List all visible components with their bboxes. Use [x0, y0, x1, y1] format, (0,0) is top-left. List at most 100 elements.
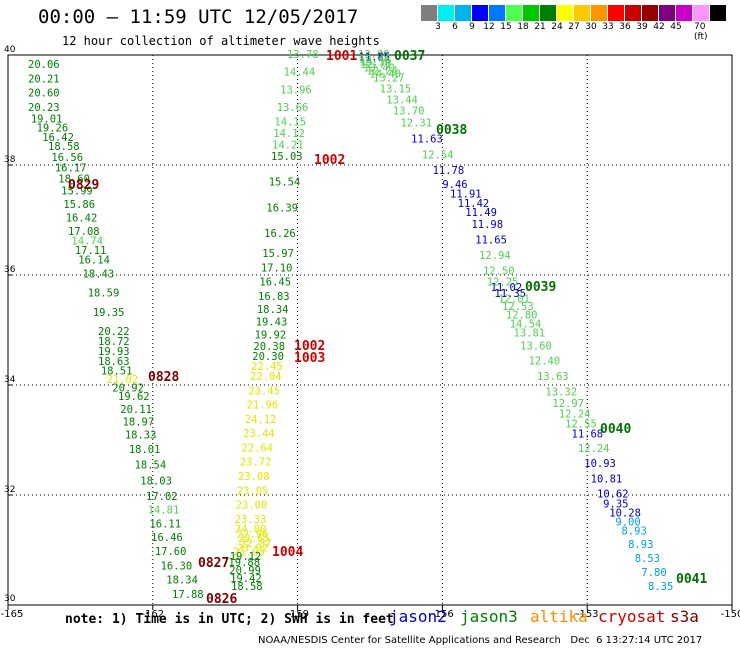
pass-time-label: 0039	[525, 280, 556, 295]
wave-height-value: 19.92	[255, 330, 287, 342]
color-scale-label: 30	[585, 22, 597, 32]
wave-height-value: 18.72	[98, 336, 130, 348]
color-scale-label: 39	[636, 22, 648, 32]
wave-height-value: 10.62	[597, 489, 629, 501]
y-tick-label: 34	[4, 375, 16, 385]
wave-height-value: 22.65	[238, 533, 270, 545]
wave-height-value: 11.02	[491, 282, 523, 294]
color-swatch	[506, 5, 523, 21]
wave-height-value: 11.91	[450, 188, 482, 200]
x-tick-label: -162	[141, 609, 164, 620]
wave-height-value: 19.35	[93, 307, 125, 319]
wave-height-value: 23.45	[248, 385, 280, 397]
wave-height-value: 13.96	[280, 84, 312, 96]
x-tick-label: -150	[721, 609, 740, 620]
wave-height-value: 20.06	[28, 59, 60, 71]
color-scale-labels: 3 6 9 12 15 18 21 24 27 30 33 36 39 42 45 70 (ft)	[421, 21, 727, 42]
wave-height-value: 13.15	[380, 84, 412, 96]
wave-height-value: 13.27	[373, 73, 405, 85]
color-scale-label: 45	[670, 22, 682, 32]
wave-height-value: 11.78	[433, 165, 465, 177]
wave-height-value: 11.35	[494, 288, 526, 300]
wave-height-value: 9.35	[603, 499, 628, 511]
wave-height-value: 9.46	[442, 179, 467, 191]
wave-height-value: 12.31	[400, 118, 432, 130]
wave-height-value: 15.54	[269, 177, 301, 189]
color-scale-label: 6	[452, 22, 458, 32]
wave-height-value: 20.38	[253, 341, 285, 353]
wave-height-value: 12.77	[360, 59, 392, 71]
wave-height-value: 17.02	[146, 491, 178, 503]
wave-height-value: 13.14	[360, 57, 392, 69]
wave-height-value: 18.63	[98, 356, 130, 368]
wave-height-value: 10.93	[584, 458, 616, 470]
wave-height-value: 18.34	[166, 575, 198, 587]
x-tick-label: -156	[431, 609, 454, 620]
wave-height-value: 18.34	[257, 304, 289, 316]
wave-height-value: 19.01	[31, 114, 63, 126]
wave-height-value: 14.74	[71, 235, 103, 247]
color-scale-label: 3	[435, 22, 441, 32]
color-scale-swatches	[421, 5, 727, 21]
wave-height-value: 22.64	[241, 442, 273, 454]
wave-height-value: 12.40	[529, 356, 561, 368]
wave-height-value: 13.81	[514, 328, 546, 340]
color-scale-label: 21	[534, 22, 546, 32]
wave-height-value: 13.00	[358, 49, 390, 61]
wave-height-value: 12.53	[502, 301, 534, 313]
wave-height-value: 13.60	[520, 340, 552, 352]
pass-time-label: 0829	[68, 178, 99, 193]
wave-height-value: 12.25	[487, 277, 519, 289]
x-tick-label: -165	[1, 609, 24, 620]
wave-height-value: 22.87	[240, 538, 272, 550]
wave-height-value: 16.26	[264, 228, 296, 240]
y-tick-label: 30	[4, 594, 16, 604]
pass-time-label: 0041	[676, 572, 707, 587]
wave-height-value: 13.66	[277, 102, 309, 114]
wave-height-value: 10.28	[609, 507, 641, 519]
color-scale-label: 15	[500, 22, 512, 32]
wave-height-value: 14.21	[272, 140, 304, 152]
map-frame	[7, 54, 733, 606]
wave-height-value: 13.78	[287, 49, 319, 61]
wave-height-value: 16.11	[149, 518, 181, 530]
color-swatch	[489, 5, 506, 21]
wave-height-value: 23.44	[243, 428, 275, 440]
wave-height-value: 18.33	[125, 430, 157, 442]
wave-height-value: 16.56	[51, 152, 83, 164]
x-tick-label: -159	[286, 609, 309, 620]
wave-height-value: 12.24	[559, 408, 591, 420]
wave-height-value: 12.94	[479, 250, 511, 262]
color-swatch	[608, 5, 625, 21]
wave-height-value: 18.60	[58, 174, 90, 186]
color-swatch	[557, 5, 574, 21]
wave-height-value: 17.11	[75, 245, 107, 257]
color-scale-label: 70 (ft)	[694, 22, 708, 42]
pass-time-label: 1002	[314, 153, 345, 168]
wave-height-value: 11.65	[475, 235, 507, 247]
wave-height-value: 16.42	[42, 132, 74, 144]
wave-height-value: 23.08	[238, 471, 270, 483]
color-swatch	[455, 5, 472, 21]
wave-height-value: 20.99	[229, 565, 261, 577]
wave-height-value: 20.22	[98, 326, 130, 338]
color-scale-legend: 3 6 9 12 15 18 21 24 27 30 33 36 39 42 45 70 (ft)	[421, 5, 727, 42]
wave-height-value: 19.43	[256, 317, 288, 329]
wave-height-value: 12.24	[578, 443, 610, 455]
pass-time-label: 1001	[326, 49, 357, 64]
wave-height-value: 17.88	[172, 589, 204, 601]
wave-height-value: 15.99	[61, 186, 93, 198]
wave-height-value: 11.68	[572, 429, 604, 441]
wave-height-value: 14.44	[284, 67, 316, 79]
wave-height-value: 13.32	[545, 386, 577, 398]
wave-height-value: 17.08	[68, 226, 100, 238]
wave-height-value: 9.00	[615, 516, 640, 528]
wave-height-value: 11.42	[458, 198, 490, 210]
wave-height-value: 20.30	[252, 351, 284, 363]
pass-time-label: 1002	[294, 339, 325, 354]
wave-height-value: 12.54	[422, 149, 454, 161]
wave-height-value: 18.97	[123, 417, 155, 429]
wave-height-value: 14.40	[369, 68, 401, 80]
wave-height-value: 18.03	[140, 475, 172, 487]
